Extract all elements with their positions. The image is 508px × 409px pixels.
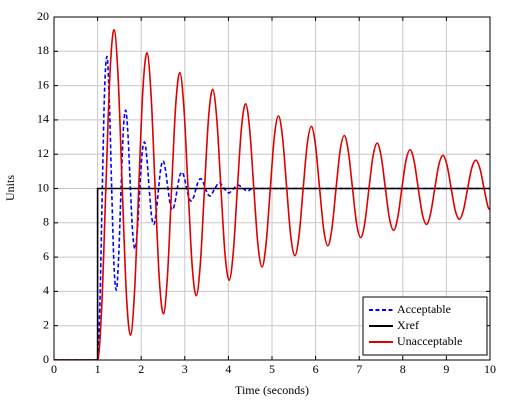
y-tick-label: 14 — [37, 112, 49, 126]
y-tick-label: 10 — [37, 180, 49, 194]
x-tick-label: 6 — [313, 362, 319, 376]
y-tick-label: 2 — [43, 317, 49, 331]
y-tick-label: 18 — [37, 43, 49, 57]
y-tick-label: 16 — [37, 77, 49, 91]
y-tick-label: 12 — [37, 146, 49, 160]
x-tick-label: 10 — [484, 362, 496, 376]
x-tick-label: 5 — [269, 362, 275, 376]
legend-label: Acceptable — [397, 302, 451, 316]
y-tick-label: 0 — [43, 352, 49, 366]
y-axis-label: Units — [3, 175, 17, 201]
x-axis-label: Time (seconds) — [235, 383, 309, 397]
y-tick-label: 6 — [43, 249, 49, 263]
x-tick-label: 0 — [51, 362, 57, 376]
x-tick-label: 8 — [400, 362, 406, 376]
legend: Acceptable Xref Unacceptable — [362, 296, 488, 356]
legend-label: Xref — [397, 318, 419, 332]
y-tick-label: 20 — [37, 9, 49, 23]
lines — [54, 29, 490, 360]
x-tick-label: 7 — [356, 362, 362, 376]
y-tick-label: 4 — [43, 283, 49, 297]
x-tick-label: 3 — [182, 362, 188, 376]
x-tick-label: 2 — [138, 362, 144, 376]
x-tick-label: 4 — [225, 362, 231, 376]
y-tick-label: 8 — [43, 215, 49, 229]
series-line — [54, 55, 490, 360]
x-tick-label: 9 — [443, 362, 449, 376]
x-tick-label: 1 — [95, 362, 101, 376]
legend-label: Unacceptable — [397, 334, 462, 348]
series-line — [54, 29, 490, 360]
